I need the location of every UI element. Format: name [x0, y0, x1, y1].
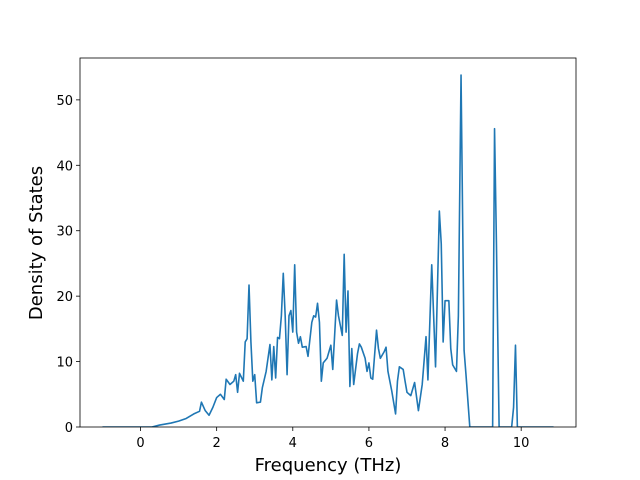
y-tick-label: 0 — [65, 421, 73, 436]
x-tick-label: 8 — [441, 436, 449, 451]
x-tick-label: 10 — [513, 436, 530, 451]
y-tick-label: 40 — [56, 159, 73, 174]
plot-frame — [79, 57, 577, 428]
y-tick-label: 50 — [56, 94, 73, 109]
y-tick-label: 10 — [56, 356, 73, 371]
y-tick-label: 30 — [56, 225, 73, 240]
x-tick-label: 4 — [289, 436, 297, 451]
x-tick-label: 6 — [365, 436, 373, 451]
x-tick-label: 0 — [136, 436, 144, 451]
y-tick-label: 20 — [56, 290, 73, 305]
x-axis-label: Frequency (THz) — [255, 455, 402, 476]
x-tick-label: 2 — [213, 436, 221, 451]
y-axis-label: Density of States — [26, 166, 47, 320]
line — [102, 74, 554, 427]
